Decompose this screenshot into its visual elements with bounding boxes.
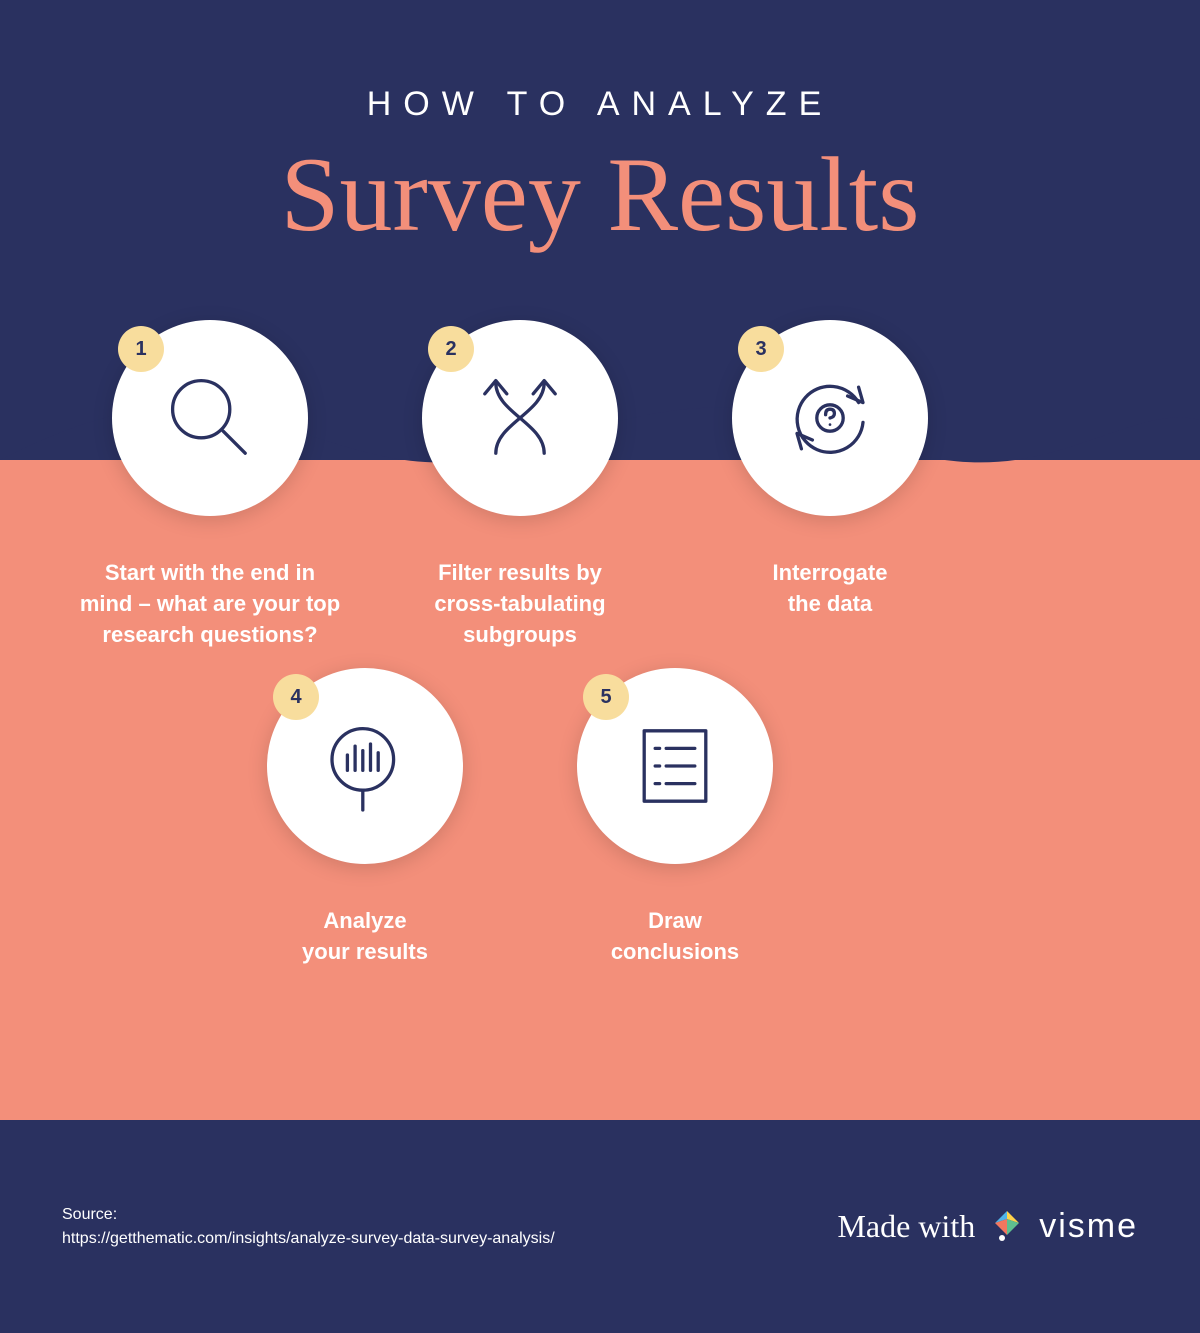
title: Survey Results [0, 134, 1200, 256]
refresh-question-icon [775, 363, 885, 473]
step-circle: 2 [422, 320, 618, 516]
step-label: Interrogate the data [773, 558, 888, 620]
brand-name: visme [1039, 1207, 1138, 1246]
step-circle: 3 [732, 320, 928, 516]
source-url: https://getthematic.com/insights/analyze… [62, 1227, 555, 1251]
step-badge: 2 [428, 326, 474, 372]
checklist-icon [620, 711, 730, 821]
visme-logo-icon [985, 1205, 1029, 1249]
cross-arrows-icon [465, 363, 575, 473]
source-block: Source: https://getthematic.com/insights… [62, 1203, 555, 1251]
step-circle: 1 [112, 320, 308, 516]
source-label: Source: [62, 1203, 555, 1227]
step-2: 2 Filter results by cross-tabulating subg… [370, 320, 670, 650]
step-label: Draw conclusions [611, 906, 739, 968]
data-magnifier-icon [310, 711, 420, 821]
step-badge: 3 [738, 326, 784, 372]
step-circle: 5 [577, 668, 773, 864]
step-label: Analyze your results [302, 906, 428, 968]
step-4: 4 Analyze your results [215, 668, 515, 968]
step-badge: 4 [273, 674, 319, 720]
step-3: 3 Interrogate the data [680, 320, 980, 620]
step-label: Filter results by cross-tabulating subgr… [434, 558, 605, 650]
step-label: Start with the end in mind – what are yo… [80, 558, 340, 650]
footer: Source: https://getthematic.com/insights… [0, 1120, 1200, 1333]
step-1: 1 Start with the end in mind – what are y… [60, 320, 360, 650]
infographic-canvas: HOW TO ANALYZE Survey Results 1 Start wit… [0, 0, 1200, 1333]
made-with-label: Made with [837, 1208, 975, 1245]
step-badge: 1 [118, 326, 164, 372]
header: HOW TO ANALYZE Survey Results [0, 85, 1200, 256]
subtitle: HOW TO ANALYZE [0, 85, 1200, 124]
magnifier-icon [155, 363, 265, 473]
step-badge: 5 [583, 674, 629, 720]
step-circle: 4 [267, 668, 463, 864]
step-5: 5 Draw conclusions [525, 668, 825, 968]
made-with-block: Made with visme [837, 1205, 1138, 1249]
